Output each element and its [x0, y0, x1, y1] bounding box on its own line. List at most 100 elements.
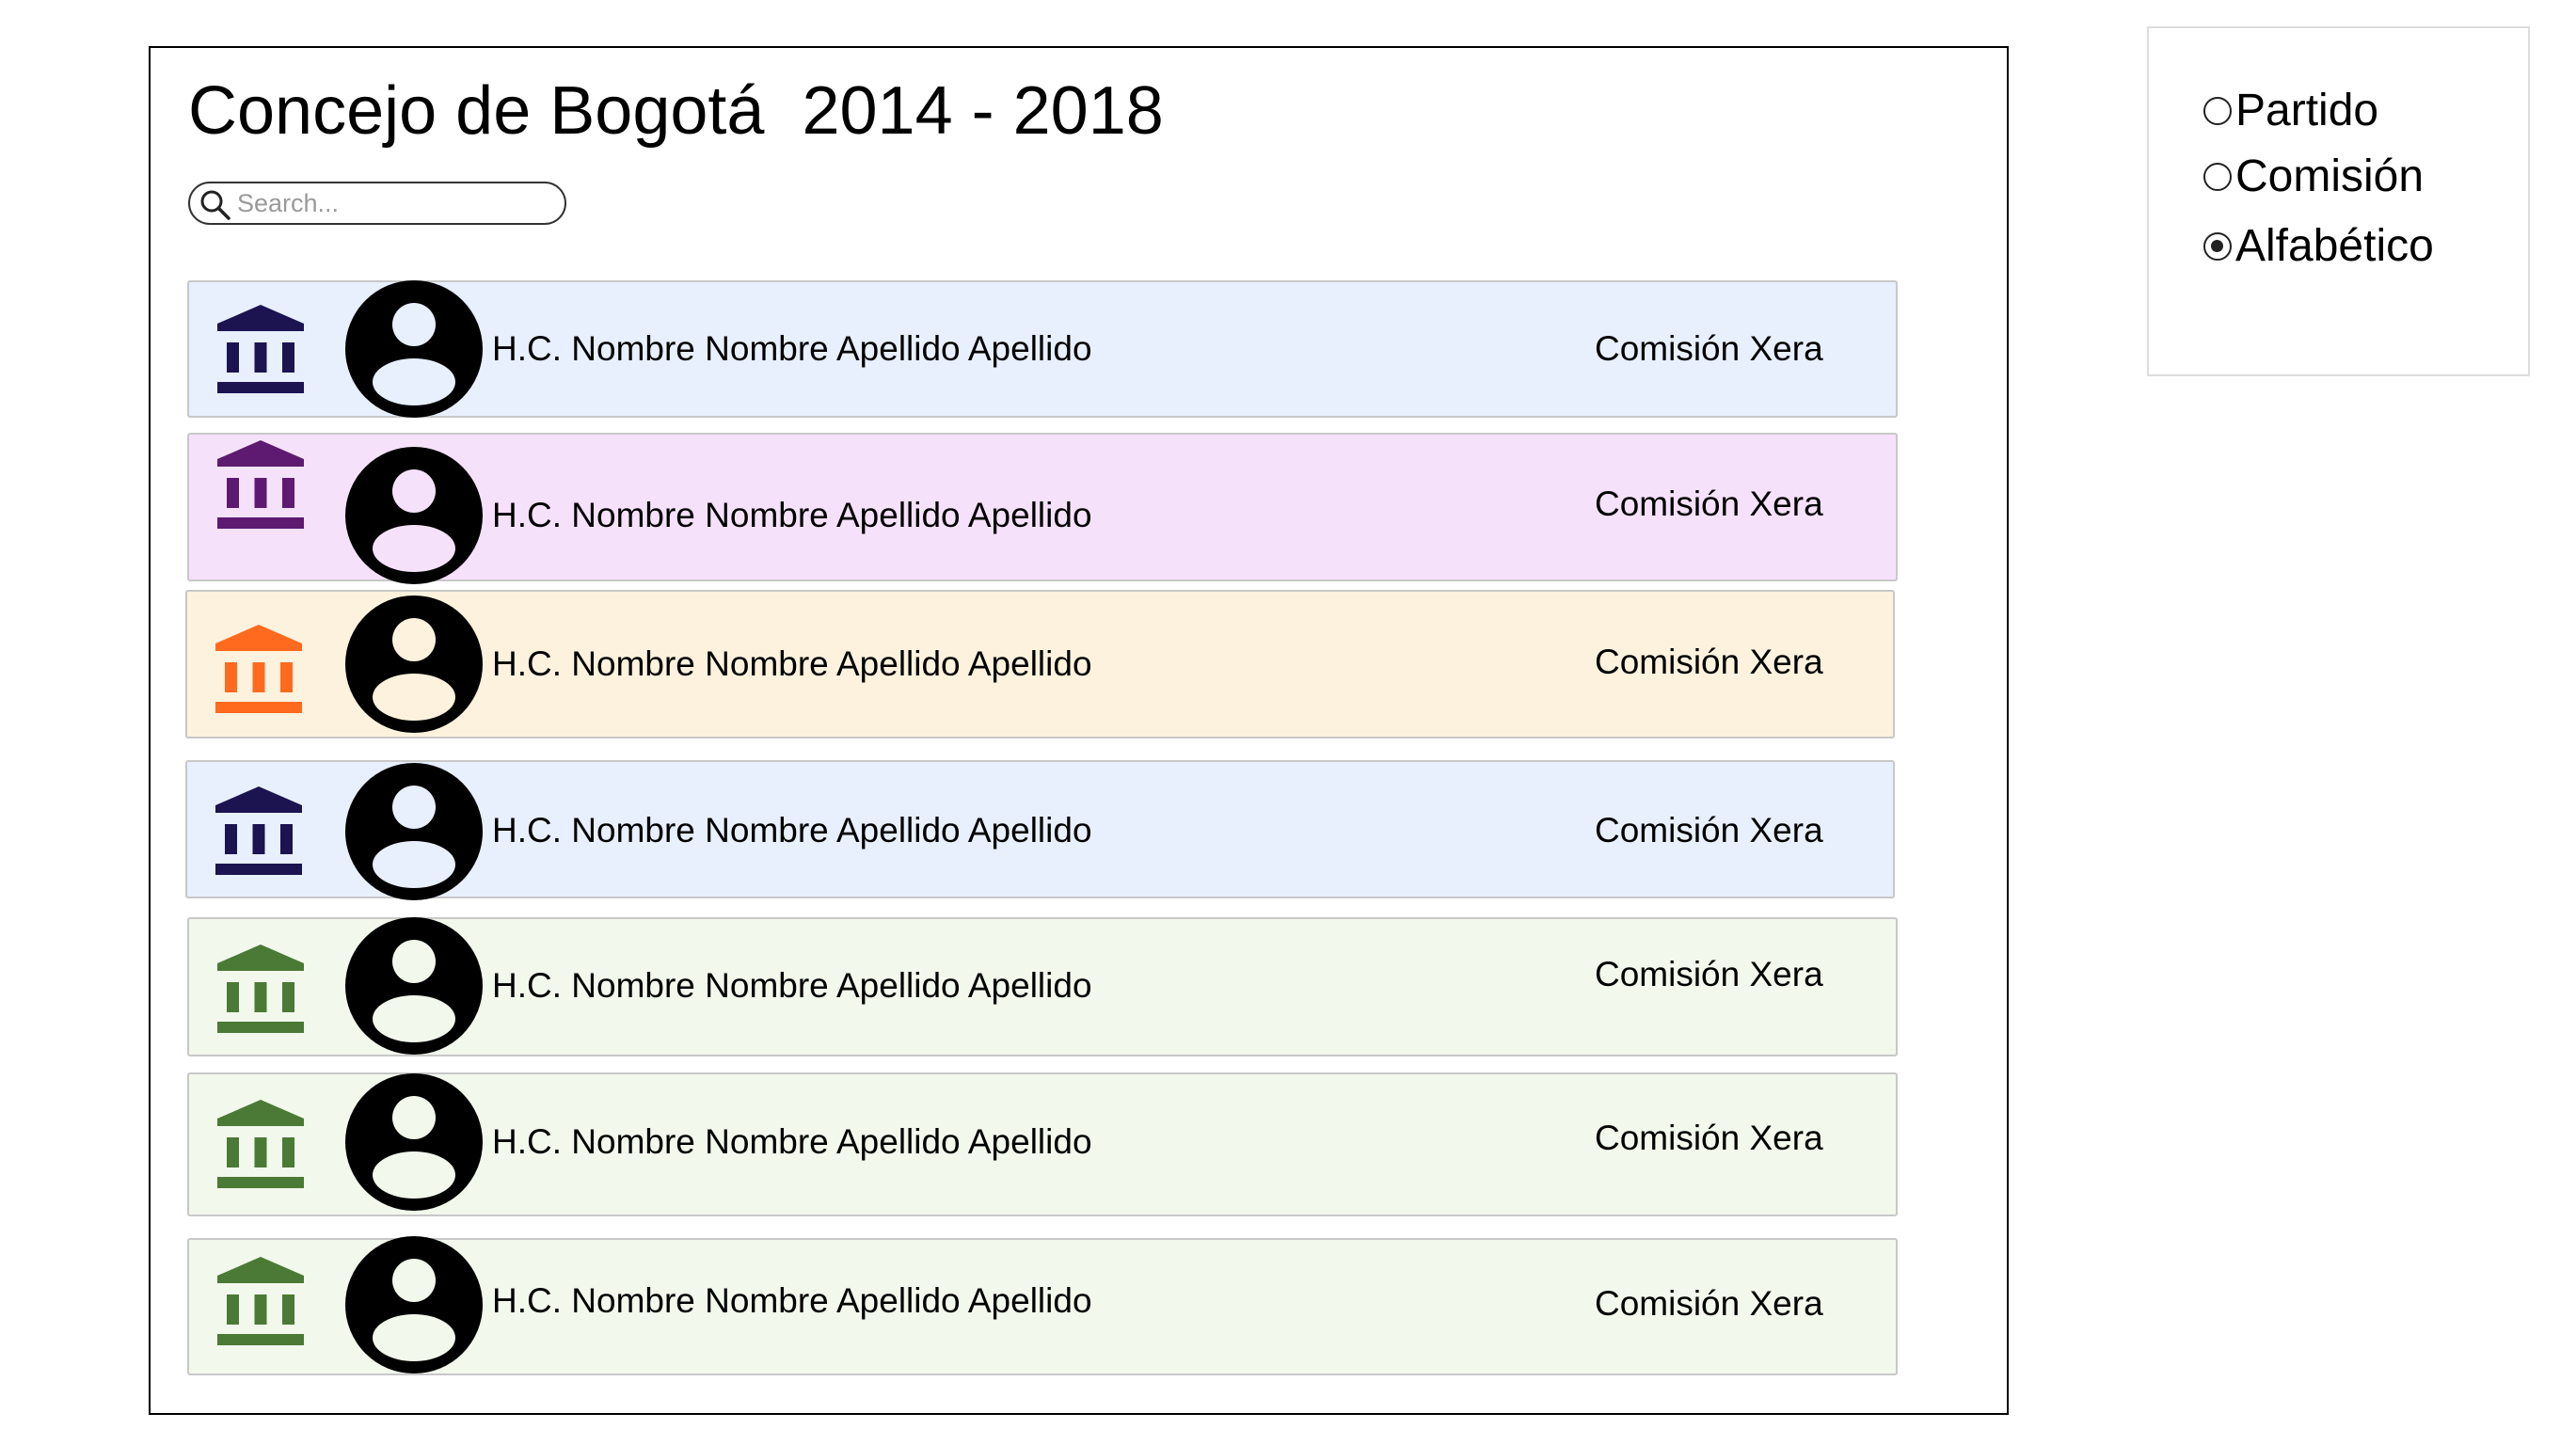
- person-icon: [345, 447, 483, 584]
- radio-label: Partido: [2235, 86, 2379, 135]
- search-input[interactable]: [237, 187, 548, 219]
- councillor-row[interactable]: H.C. Nombre Nombre Apellido Apellido Com…: [187, 1236, 1898, 1375]
- search-box[interactable]: [188, 182, 566, 225]
- avatar-head: [392, 1096, 436, 1139]
- institution-column: [280, 824, 293, 854]
- radio-button[interactable]: [2203, 97, 2232, 125]
- councillors-panel: Concejo de Bogotá 2014 - 2018 H.C. Nombr…: [149, 46, 2009, 1415]
- institution-roof: [217, 1100, 304, 1126]
- avatar-head: [392, 786, 436, 829]
- councillor-name: H.C. Nombre Nombre Apellido Apellido: [492, 1281, 1092, 1320]
- institution-icon: [217, 1100, 304, 1188]
- councillor-row[interactable]: H.C. Nombre Nombre Apellido Apellido Com…: [187, 1072, 1898, 1216]
- institution-base: [215, 864, 302, 875]
- avatar-body: [373, 525, 455, 572]
- institution-icon: [215, 786, 302, 875]
- institution-icon: [217, 1257, 304, 1345]
- institution-column: [254, 1294, 267, 1325]
- councillor-row[interactable]: H.C. Nombre Nombre Apellido Apellido Com…: [187, 280, 1898, 418]
- councillor-list: H.C. Nombre Nombre Apellido Apellido Com…: [151, 48, 2007, 1413]
- councillor-commission: Comisión Xera: [1595, 329, 1823, 368]
- radio-button-selected[interactable]: [2203, 232, 2232, 261]
- institution-column: [282, 982, 294, 1012]
- avatar-head: [392, 618, 436, 661]
- avatar-head: [392, 1259, 436, 1302]
- institution-base: [215, 702, 302, 713]
- councillor-commission: Comisión Xera: [1595, 811, 1823, 850]
- search-icon: [200, 190, 231, 220]
- councillor-name: H.C. Nombre Nombre Apellido Apellido: [492, 644, 1092, 683]
- avatar-body: [373, 1151, 455, 1199]
- avatar-body: [373, 674, 455, 721]
- councillor-name: H.C. Nombre Nombre Apellido Apellido: [492, 811, 1092, 850]
- radio-label: Alfabético: [2235, 221, 2434, 271]
- person-icon: [345, 1236, 483, 1374]
- avatar-body: [373, 1314, 455, 1361]
- sort-option-comision[interactable]: Comisión: [2203, 149, 2424, 205]
- institution-column: [227, 342, 239, 373]
- institution-column: [225, 662, 237, 692]
- avatar-head: [392, 469, 436, 513]
- councillor-commission: Comisión Xera: [1595, 484, 1823, 523]
- avatar-head: [392, 940, 436, 983]
- avatar-body: [373, 358, 455, 405]
- institution-icon: [217, 945, 304, 1033]
- institution-base: [217, 1177, 304, 1188]
- councillor-name: H.C. Nombre Nombre Apellido Apellido: [492, 966, 1092, 1005]
- person-icon: [345, 1073, 483, 1211]
- councillor-commission: Comisión Xera: [1595, 643, 1823, 681]
- institution-base: [217, 517, 304, 529]
- institution-roof: [215, 625, 302, 651]
- councillor-name: H.C. Nombre Nombre Apellido Apellido: [492, 496, 1092, 534]
- institution-column: [282, 342, 294, 373]
- institution-column: [225, 824, 237, 854]
- institution-column: [280, 662, 293, 692]
- radio-label: Comisión: [2235, 151, 2425, 201]
- radio-button[interactable]: [2203, 163, 2232, 191]
- councillor-commission: Comisión Xera: [1595, 1119, 1823, 1157]
- sort-option-partido[interactable]: Partido: [2203, 83, 2378, 139]
- person-icon: [345, 763, 483, 900]
- institution-column: [252, 824, 265, 854]
- institution-roof: [217, 440, 304, 467]
- institution-column: [254, 478, 267, 508]
- institution-column: [282, 1137, 294, 1167]
- person-icon: [345, 280, 483, 418]
- institution-column: [227, 478, 239, 508]
- institution-base: [217, 1334, 304, 1345]
- institution-column: [254, 342, 267, 373]
- councillor-row[interactable]: H.C. Nombre Nombre Apellido Apellido Com…: [185, 760, 1895, 900]
- institution-column: [252, 662, 265, 692]
- councillor-name: H.C. Nombre Nombre Apellido Apellido: [492, 329, 1092, 368]
- institution-roof: [215, 786, 302, 813]
- councillor-commission: Comisión Xera: [1595, 1284, 1823, 1323]
- sort-option-alfabetico[interactable]: Alfabético: [2203, 218, 2434, 275]
- institution-base: [217, 382, 304, 393]
- avatar-head: [392, 303, 436, 346]
- avatar-body: [373, 995, 455, 1042]
- institution-roof: [217, 305, 304, 331]
- institution-icon: [215, 625, 302, 713]
- institution-column: [282, 1294, 294, 1325]
- person-icon: [345, 917, 483, 1055]
- sort-options-panel: Partido Comisión Alfabético: [2147, 26, 2530, 376]
- institution-column: [254, 982, 267, 1012]
- institution-icon: [217, 440, 304, 529]
- councillor-row[interactable]: H.C. Nombre Nombre Apellido Apellido Com…: [187, 917, 1898, 1056]
- institution-column: [282, 478, 294, 508]
- councillor-name: H.C. Nombre Nombre Apellido Apellido: [492, 1122, 1092, 1161]
- institution-icon: [217, 305, 304, 393]
- councillor-row[interactable]: H.C. Nombre Nombre Apellido Apellido Com…: [185, 590, 1895, 738]
- councillor-row[interactable]: H.C. Nombre Nombre Apellido Apellido Com…: [187, 433, 1898, 584]
- institution-column: [227, 982, 239, 1012]
- institution-roof: [217, 1257, 304, 1283]
- person-icon: [345, 595, 483, 733]
- institution-column: [227, 1137, 239, 1167]
- institution-roof: [217, 945, 304, 971]
- institution-column: [227, 1294, 239, 1325]
- avatar-body: [373, 841, 455, 888]
- institution-base: [217, 1022, 304, 1033]
- institution-column: [254, 1137, 267, 1167]
- page-title: Concejo de Bogotá 2014 - 2018: [188, 73, 1164, 149]
- councillor-commission: Comisión Xera: [1595, 955, 1823, 993]
